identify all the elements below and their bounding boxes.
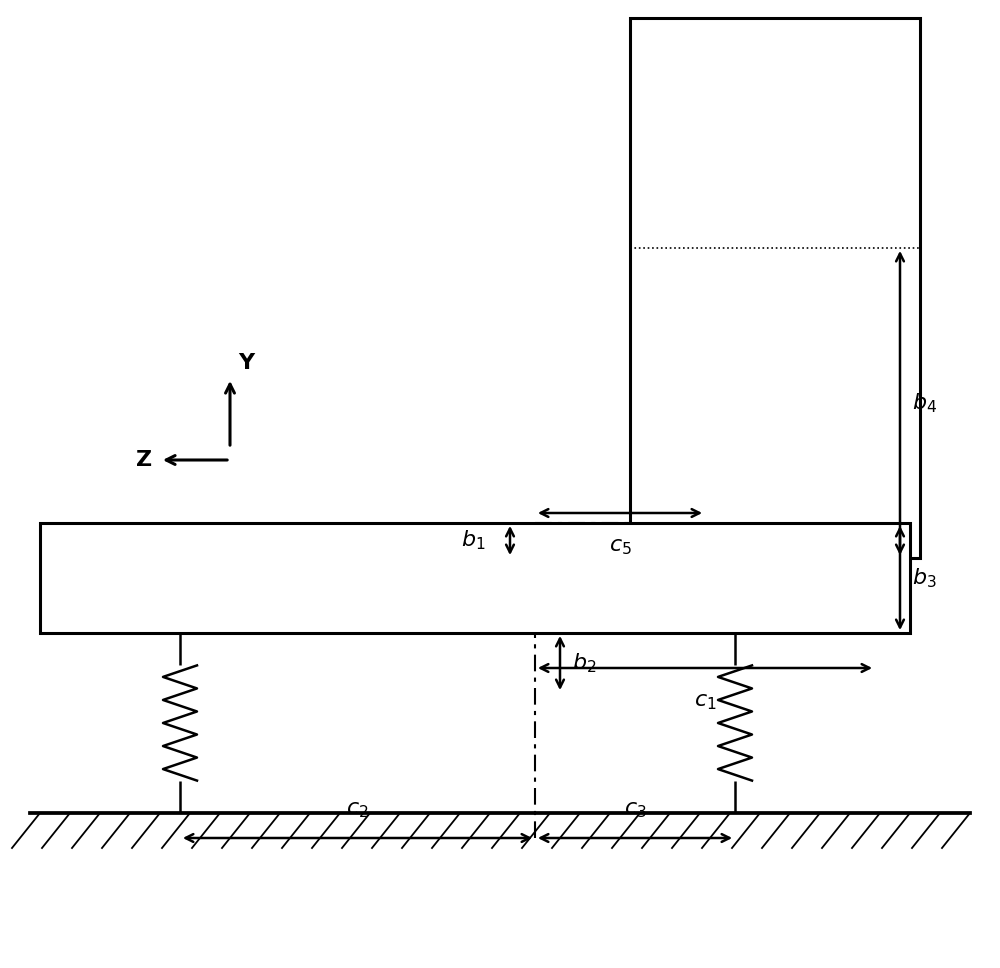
Text: $b_3$: $b_3$ (912, 566, 937, 590)
Text: $c_3$: $c_3$ (624, 798, 646, 820)
Text: $c_5$: $c_5$ (609, 535, 631, 557)
Text: Z: Z (136, 450, 152, 470)
Text: Y: Y (238, 353, 254, 373)
Text: $c_1$: $c_1$ (694, 690, 716, 712)
Text: $c_2$: $c_2$ (346, 798, 369, 820)
Text: $b_2$: $b_2$ (572, 651, 596, 675)
Bar (630, 18, 920, 558)
Bar (40, 523, 910, 633)
Text: $b_1$: $b_1$ (461, 529, 485, 553)
Text: $b_4$: $b_4$ (912, 391, 937, 415)
